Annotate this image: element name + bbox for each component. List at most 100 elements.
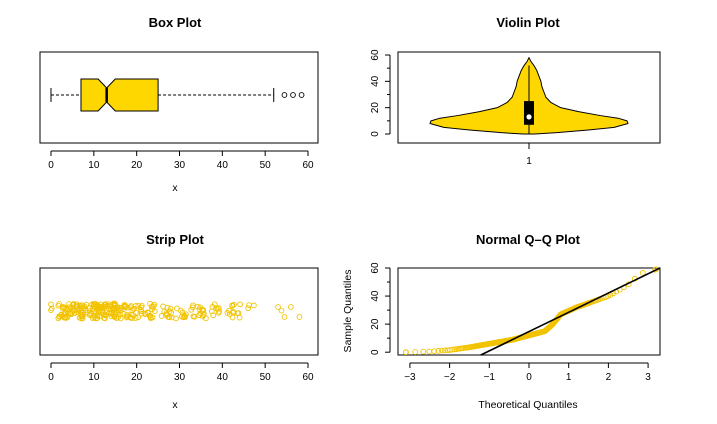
strip-point-11 — [237, 301, 243, 308]
strip-point-252 — [149, 306, 155, 313]
qq-plot-marks — [403, 266, 661, 356]
strip-point-226 — [122, 303, 129, 310]
x-tick-label-60: 60 — [302, 160, 314, 171]
box-plot-panel: Box Plot 0 10 20 30 40 50 60 x — [39, 15, 319, 194]
box-plot-frame — [39, 51, 319, 144]
x-tick-label-category: 1 — [526, 156, 532, 167]
y-tick-label-20: 20 — [370, 102, 381, 114]
qq-point-297 — [639, 270, 646, 276]
qq-point-7 — [438, 347, 445, 354]
strip-point-251 — [101, 312, 107, 318]
x-tick-label-50: 50 — [260, 372, 272, 383]
x-tick-label-50: 50 — [260, 160, 272, 171]
strip-point-extreme-3 — [296, 314, 303, 320]
x-tick-label-0: 0 — [48, 160, 54, 171]
strip-point-266 — [167, 305, 174, 312]
strip-point-172 — [86, 305, 93, 311]
y-tick-label-0: 0 — [370, 131, 381, 137]
strip-point-262 — [95, 303, 102, 310]
qq-plot-title: Normal Q–Q Plot — [476, 232, 581, 247]
x-tick-label-3: 3 — [645, 372, 651, 383]
strip-point-248 — [210, 312, 217, 319]
strip-point-278 — [56, 313, 63, 320]
y-tick-label-60: 60 — [370, 262, 381, 274]
strip-point-198 — [236, 314, 243, 321]
y-tick-label-40: 40 — [370, 290, 381, 302]
strip-point-261 — [108, 309, 115, 316]
x-tick-label-20: 20 — [131, 372, 143, 383]
strip-point-275 — [101, 301, 108, 308]
box-plot-xlabel: x — [172, 182, 178, 194]
outlier-point-1 — [290, 92, 296, 98]
strip-point-51 — [48, 305, 55, 312]
x-tick-label-2: 2 — [606, 372, 612, 383]
strip-point-271 — [90, 315, 96, 322]
strip-point-233 — [70, 301, 77, 307]
y-tick-label-40: 40 — [370, 75, 381, 87]
strip-point-279 — [55, 302, 62, 309]
strip-point-146 — [190, 313, 197, 320]
violin-median-point — [526, 114, 532, 120]
y-tick-label-0: 0 — [370, 349, 381, 355]
violin-plot-title: Violin Plot — [496, 15, 560, 30]
qq-plot-frame — [397, 267, 661, 356]
x-tick-label-10: 10 — [88, 372, 100, 383]
strip-point-265 — [115, 307, 121, 314]
strip-point-219 — [121, 302, 128, 309]
qq-plot-panel: Normal Q–Q Plot −3 −2 −1 0 1 2 3 0 20 40 60 Theore… — [342, 232, 661, 411]
x-tick-label--1: −1 — [484, 372, 496, 383]
strip-point-190 — [64, 314, 71, 321]
strip-point-139 — [128, 311, 135, 318]
strip-plot-title: Strip Plot — [146, 232, 204, 247]
strip-plot-x-axis: 0 10 20 30 40 50 60 — [48, 362, 314, 383]
strip-point-259 — [163, 310, 170, 316]
x-tick-label-20: 20 — [131, 160, 143, 171]
strip-point-103 — [173, 315, 179, 322]
strip-plot-panel: Strip Plot 0 10 20 30 40 50 60 x — [39, 232, 319, 411]
outlier-point-0 — [281, 92, 288, 98]
strip-point-extreme-2 — [288, 304, 294, 310]
strip-point-208 — [229, 314, 236, 321]
x-tick-label--3: −3 — [404, 372, 416, 383]
strip-point-256 — [200, 307, 207, 314]
strip-point-239 — [76, 303, 83, 309]
strip-plot-frame — [39, 267, 319, 356]
x-tick-label-30: 30 — [174, 372, 186, 383]
x-tick-label-30: 30 — [174, 160, 186, 171]
qq-point-3 — [420, 348, 427, 355]
strip-point-194 — [246, 302, 252, 308]
qq-point-6 — [435, 348, 442, 354]
strip-point-182 — [138, 306, 144, 313]
qq-reference-line — [480, 267, 661, 356]
qq-point-4 — [426, 348, 433, 355]
strip-point-236 — [148, 303, 155, 310]
strip-point-1 — [48, 301, 54, 308]
strip-point-267 — [147, 300, 153, 307]
strip-point-242 — [62, 314, 68, 321]
strip-point-184 — [229, 303, 235, 309]
strip-point-115 — [245, 305, 252, 312]
strip-point-165 — [226, 307, 232, 314]
strip-point-255 — [158, 313, 165, 319]
strip-point-126 — [278, 307, 285, 314]
x-tick-label-60: 60 — [302, 372, 314, 383]
strip-point-199 — [190, 302, 196, 309]
x-tick-label-1: 1 — [566, 372, 572, 383]
strip-point-246 — [128, 303, 135, 309]
y-tick-label-20: 20 — [370, 318, 381, 330]
strip-point-249 — [127, 314, 134, 321]
box-plot-title: Box Plot — [149, 15, 202, 30]
x-tick-label-40: 40 — [217, 372, 229, 383]
strip-point-274 — [115, 314, 122, 320]
notched-box — [80, 78, 159, 112]
y-tick-label-60: 60 — [370, 49, 381, 61]
strip-point-113 — [135, 302, 142, 309]
strip-point-272 — [197, 304, 203, 311]
strip-point-154 — [110, 300, 117, 307]
strip-point-209 — [71, 310, 78, 317]
strip-point-276 — [94, 304, 101, 311]
strip-point-32 — [68, 311, 75, 318]
strip-point-257 — [235, 310, 242, 316]
x-tick-label--2: −2 — [444, 372, 456, 383]
qq-plot-xlabel: Theoretical Quantiles — [478, 399, 577, 411]
